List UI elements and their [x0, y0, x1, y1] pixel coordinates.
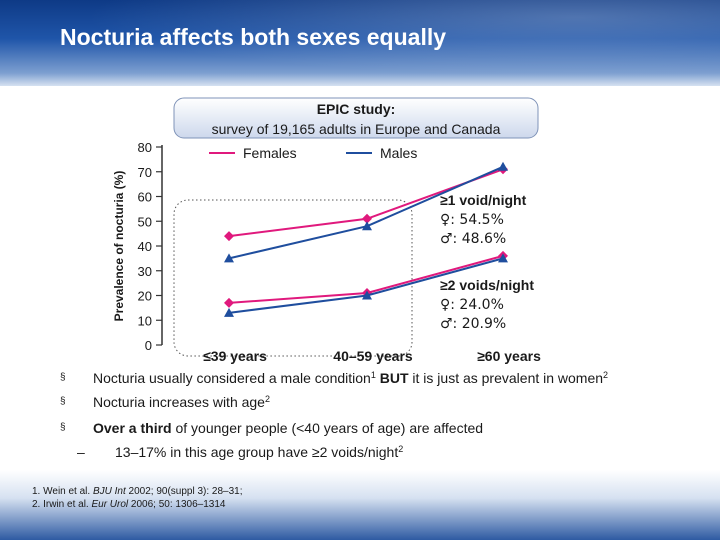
reference-2: 2. Irwin et al. Eur Urol 2006; 50: 1306–…	[32, 499, 226, 510]
y-tick-label: 40	[138, 239, 152, 254]
y-tick-label: 10	[138, 313, 152, 328]
data-point-male	[362, 290, 372, 300]
highlight-box	[173, 199, 413, 357]
y-tick-label: 60	[138, 190, 152, 205]
group-female-value: ♀: 24.0%	[440, 297, 504, 313]
chart-title: EPIC study:	[317, 101, 396, 117]
y-tick-label: 70	[138, 165, 152, 180]
references: 1. Wein et al. BJU Int 2002; 90(suppl 3)…	[32, 485, 243, 511]
x-category-label: ≥60 years	[477, 348, 541, 364]
data-point-female	[224, 231, 234, 242]
y-tick-label: 0	[145, 338, 152, 353]
header-banner: Nocturia affects both sexes equally	[0, 0, 720, 86]
bullet-item-3: § Over a third of younger people (<40 ye…	[0, 420, 720, 438]
data-point-male	[224, 253, 234, 263]
x-category-label: 40–59 years	[333, 348, 413, 364]
x-category-label: ≤39 years	[203, 348, 267, 364]
sub-bullet-text: 13–17% in this age group have ≥2 voids/n…	[115, 444, 404, 460]
chart-subtitle: survey of 19,165 adults in Europe and Ca…	[212, 121, 501, 137]
data-point-female	[224, 297, 234, 308]
footer-band	[0, 470, 720, 540]
group-male-value: ♂: 20.9%	[440, 316, 506, 332]
legend-label-males: Males	[380, 145, 417, 161]
y-tick-label: 80	[138, 140, 152, 155]
group-label: ≥1 void/night	[440, 192, 527, 208]
group-label: ≥2 voids/night	[440, 277, 534, 293]
y-tick-label: 30	[138, 264, 152, 279]
bullet-text: Over a third of younger people (<40 year…	[93, 420, 484, 436]
y-axis-label: Prevalence of nocturia (%)	[112, 171, 126, 322]
y-tick-label: 20	[138, 289, 152, 304]
slide-title: Nocturia affects both sexes equally	[60, 24, 447, 50]
bullet-item-1: § Nocturia usually considered a male con…	[0, 370, 720, 388]
sub-bullet-item: – 13–17% in this age group have ≥2 voids…	[0, 444, 720, 462]
bullet-marker: §	[60, 396, 66, 407]
bullet-marker: §	[60, 372, 66, 383]
nocturia-line-chart: EPIC study: survey of 19,165 adults in Eu…	[112, 97, 541, 364]
reference-1: 1. Wein et al. BJU Int 2002; 90(suppl 3)…	[32, 486, 243, 497]
header-shine	[0, 0, 720, 86]
data-point-male	[224, 307, 234, 317]
bullet-item-2: § Nocturia increases with age2	[0, 394, 720, 412]
group-female-value: ♀: 54.5%	[440, 212, 504, 228]
bullet-marker: §	[60, 422, 66, 433]
y-tick-label: 50	[138, 214, 152, 229]
data-point-female	[362, 213, 372, 224]
bullet-text: Nocturia usually considered a male condi…	[93, 370, 609, 386]
data-point-male	[362, 221, 372, 231]
data-point-male	[498, 253, 508, 263]
bullet-text: Nocturia increases with age2	[93, 394, 270, 410]
data-point-male	[498, 161, 508, 171]
group-male-value: ♂: 48.6%	[440, 231, 506, 247]
sub-bullet-marker: –	[77, 444, 85, 460]
legend-label-females: Females	[243, 145, 297, 161]
study-callout-box	[173, 97, 539, 139]
